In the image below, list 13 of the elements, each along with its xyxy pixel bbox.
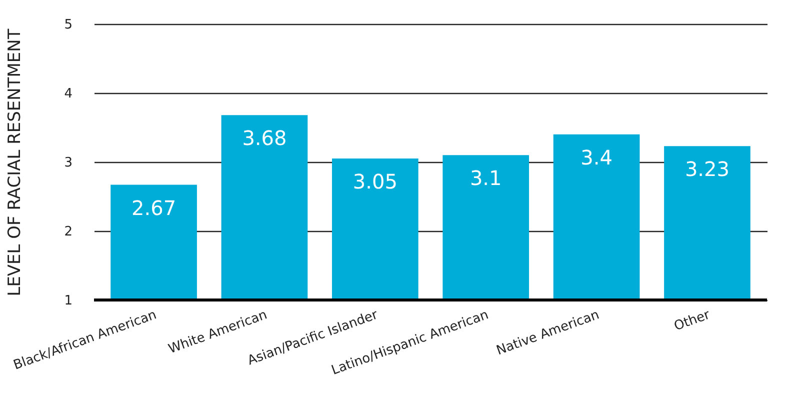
y-tick-label: 5 [64,18,72,32]
x-tick-label: Other [672,307,713,334]
data-label: 3.4 [580,145,612,170]
data-label: 3.23 [684,157,730,182]
y-tick-label: 1 [64,294,72,308]
y-axis-title: LEVEL OF RACIAL RESENTMENT [5,28,26,296]
data-label: 3.05 [352,170,398,194]
y-tick-label: 3 [64,156,72,170]
y-tick-label: 2 [64,224,72,240]
data-label: 2.67 [132,196,176,220]
data-label: 3.68 [242,126,287,150]
data-label: 3.1 [470,166,502,190]
y-tick-label: 4 [64,86,72,102]
